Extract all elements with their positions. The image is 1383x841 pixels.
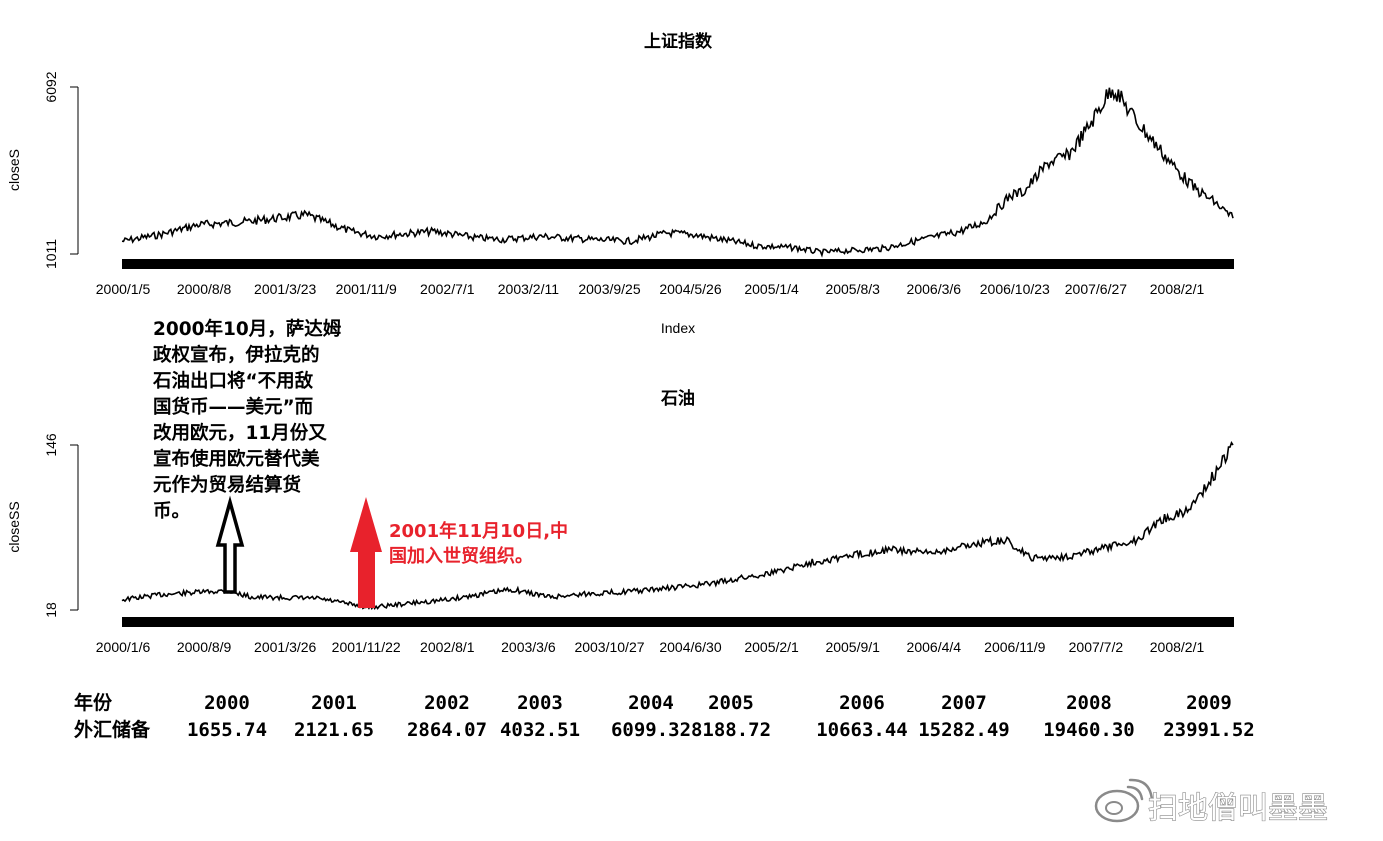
reserve-value-cell: 2121.65 (294, 719, 374, 741)
shanghai-x-axis-bar (122, 259, 1234, 269)
iraq-annotation-line-2: 政权宣布，伊拉克的 (153, 344, 320, 366)
oil-x-tick-label: 2001/11/22 (332, 639, 401, 655)
watermark-text: 扫地僧叫墨墨 (1148, 791, 1328, 826)
reserve-value-row: 1655.74 2121.65 2864.07 4032.51 6099.32 8188.… (187, 719, 1255, 741)
reserve-year-cell: 2003 (517, 692, 563, 714)
oil-x-tick-label: 2007/7/2 (1069, 639, 1124, 655)
iraq-annotation-line-5: 改用欧元，11月份又 (153, 422, 327, 444)
reserve-value-cell: 8188.72 (691, 719, 771, 741)
iraq-annotation-line-3: 石油出口将“不用敌 (152, 370, 314, 392)
iraq-annotation-line-7: 元作为贸易结算货 (153, 474, 301, 496)
shanghai-x-tick-label: 2008/2/1 (1150, 281, 1205, 297)
reserve-value-cell: 19460.30 (1043, 719, 1135, 741)
reserve-value-cell: 15282.49 (918, 719, 1010, 741)
reserve-year-cell: 2007 (941, 692, 987, 714)
reserve-year-cell: 2000 (204, 692, 250, 714)
oil-y-tick-label-top: 146 (43, 433, 59, 457)
iraq-annotation-line-6: 宣布使用欧元替代美 (153, 448, 320, 470)
shanghai-x-tick-labels: 2000/1/5 2000/8/8 2001/3/23 2001/11/9 2002/7… (96, 281, 1205, 297)
iraq-annotation-line-4: 国货币——美元”而 (153, 396, 313, 418)
oil-x-tick-label: 2002/8/1 (420, 639, 475, 655)
iraq-annotation: 2000年10月，萨达姆 政权宣布，伊拉克的 石油出口将“不用敌 国货币——美元… (152, 318, 342, 594)
iraq-annotation-line-1: 2000年10月，萨达姆 (153, 318, 342, 340)
shanghai-y-axis-label: closeS (6, 149, 22, 191)
reserve-year-cell: 2008 (1066, 692, 1112, 714)
wto-annotation: 2001年11月10日,中 国加入世贸组织。 (350, 497, 568, 608)
oil-x-tick-label: 2003/10/27 (574, 639, 644, 655)
reserve-year-cell: 2006 (839, 692, 885, 714)
shanghai-x-tick-label: 2005/8/3 (825, 281, 880, 297)
reserve-year-cell: 2009 (1186, 692, 1232, 714)
oil-series-line (121, 441, 1234, 611)
iraq-annotation-line-8: 币。 (153, 501, 190, 522)
weibo-logo-icon (1094, 778, 1154, 823)
shanghai-x-axis-label: Index (661, 320, 695, 336)
shanghai-chart-title: 上证指数 (644, 31, 713, 52)
shanghai-x-tick-label: 2002/7/1 (420, 281, 475, 297)
shanghai-series-line (121, 87, 1234, 258)
shanghai-chart: 上证指数 6092 1011 closeS 2000/1/5 2000/8/8 20… (6, 31, 1234, 336)
reserve-year-cell: 2004 (628, 692, 674, 714)
reserve-year-cell: 2005 (708, 692, 754, 714)
shanghai-x-tick-label: 2001/11/9 (336, 281, 397, 297)
oil-chart: 石油 146 18 closeSS 2000/1/6 2000/8/9 2001/3… (6, 388, 1234, 655)
oil-y-axis-label: closeSS (6, 501, 22, 552)
wto-annotation-line-2: 国加入世贸组织。 (389, 545, 533, 567)
reserve-value-cell: 6099.32 (611, 719, 691, 741)
oil-y-tick-label-bottom: 18 (43, 602, 59, 618)
reserve-value-header: 外汇储备 (74, 718, 151, 741)
reserve-value-cell: 23991.52 (1163, 719, 1255, 741)
reserve-year-cell: 2001 (311, 692, 357, 714)
oil-x-tick-label: 2008/2/1 (1150, 639, 1205, 655)
oil-x-tick-label: 2006/11/9 (984, 639, 1045, 655)
shanghai-x-tick-label: 2003/2/11 (498, 281, 559, 297)
oil-x-tick-label: 2000/1/6 (96, 639, 151, 655)
reserve-table: 年份 外汇储备 2000 2001 2002 2003 2004 2005 2006 2007… (74, 691, 1255, 741)
oil-x-tick-label: 2000/8/9 (177, 639, 232, 655)
oil-x-tick-labels: 2000/1/6 2000/8/9 2001/3/26 2001/11/22 2002/… (96, 639, 1205, 655)
shanghai-x-tick-label: 2007/6/27 (1065, 281, 1127, 297)
reserve-value-cell: 4032.51 (500, 719, 580, 741)
shanghai-x-tick-label: 2005/1/4 (744, 281, 799, 297)
oil-chart-title: 石油 (660, 388, 695, 409)
reserve-value-cell: 2864.07 (407, 719, 487, 741)
up-arrow-icon (215, 495, 245, 594)
reserve-year-cell: 2002 (424, 692, 470, 714)
reserve-value-cell: 10663.44 (816, 719, 908, 741)
reserve-value-cell: 1655.74 (187, 719, 267, 741)
shanghai-x-tick-label: 2006/10/23 (980, 281, 1050, 297)
oil-x-tick-label: 2003/3/6 (501, 639, 556, 655)
shanghai-x-tick-label: 2001/3/23 (254, 281, 316, 297)
wto-annotation-line-1: 2001年11月10日,中 (389, 520, 568, 542)
oil-x-tick-label: 2005/2/1 (744, 639, 799, 655)
weibo-watermark: 扫地僧叫墨墨 (1094, 778, 1329, 827)
shanghai-x-tick-label: 2000/8/8 (177, 281, 232, 297)
oil-x-tick-label: 2005/9/1 (825, 639, 880, 655)
shanghai-x-tick-label: 2000/1/5 (96, 281, 151, 297)
reserve-year-header: 年份 (74, 691, 113, 714)
oil-x-tick-label: 2001/3/26 (254, 639, 316, 655)
shanghai-x-tick-label: 2003/9/25 (578, 281, 640, 297)
oil-x-axis-bar (122, 617, 1234, 627)
shanghai-x-tick-label: 2004/5/26 (659, 281, 721, 297)
red-up-arrow-icon (350, 497, 382, 608)
oil-x-tick-label: 2004/6/30 (659, 639, 721, 655)
reserve-year-row: 2000 2001 2002 2003 2004 2005 2006 2007 2008 2009 (204, 692, 1232, 714)
shanghai-x-tick-label: 2006/3/6 (907, 281, 962, 297)
shanghai-y-tick-label-top: 6092 (43, 71, 59, 102)
oil-x-tick-label: 2006/4/4 (907, 639, 962, 655)
shanghai-y-tick-label-bottom: 1011 (43, 239, 59, 269)
